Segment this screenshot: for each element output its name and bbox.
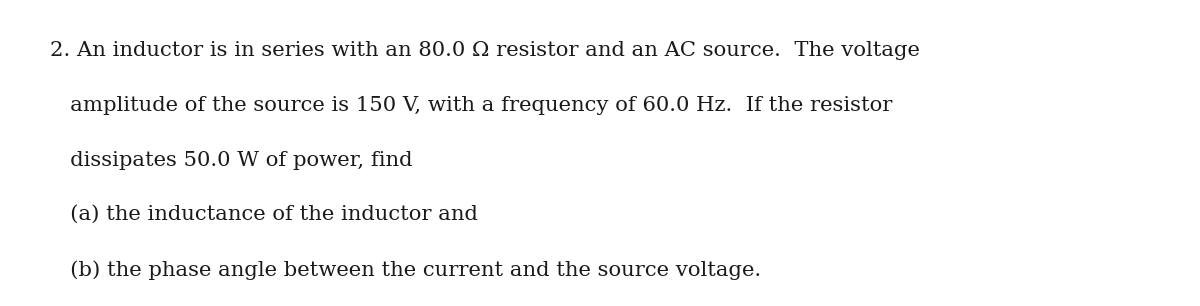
Text: dissipates 50.0 W of power, find: dissipates 50.0 W of power, find (50, 151, 413, 170)
Text: (a) the inductance of the inductor and: (a) the inductance of the inductor and (50, 205, 479, 224)
Text: (b) the phase angle between the current and the source voltage.: (b) the phase angle between the current … (50, 260, 762, 280)
Text: 2. An inductor is in series with an 80.0 Ω resistor and an AC source.  The volta: 2. An inductor is in series with an 80.0… (50, 41, 920, 60)
Text: amplitude of the source is 150 V, with a frequency of 60.0 Hz.  If the resistor: amplitude of the source is 150 V, with a… (50, 96, 893, 115)
